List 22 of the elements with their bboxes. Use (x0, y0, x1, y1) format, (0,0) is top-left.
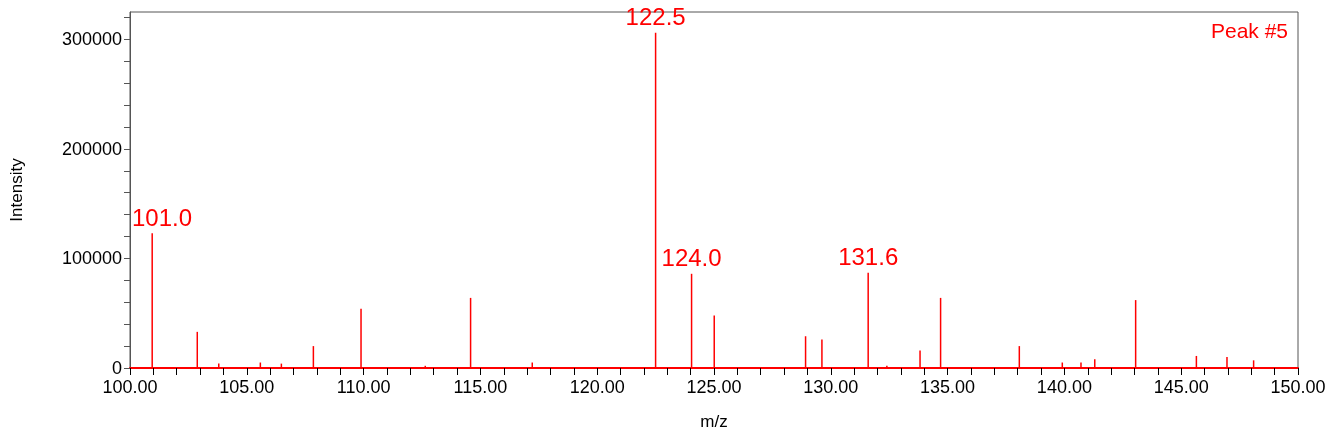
x-tick-label: 120.00 (569, 377, 625, 397)
y-tick-label: 300000 (61, 29, 122, 50)
y-tick-label: 200000 (61, 138, 122, 159)
annotation: 101.0 (132, 203, 193, 231)
annotation: Peak #5 (1210, 19, 1288, 42)
x-tick-label: 105.00 (219, 377, 275, 397)
x-tick-label: 150.00 (1270, 377, 1326, 397)
x-tick-label: 115.00 (453, 377, 508, 397)
annotation: 122.5 (625, 3, 686, 31)
annotation: 124.0 (661, 244, 722, 272)
y-axis-title: Intensity (7, 157, 26, 222)
x-tick-label: 110.00 (336, 377, 391, 397)
x-tick-label: 130.00 (803, 377, 859, 397)
x-tick-label: 125.00 (686, 377, 742, 397)
x-tick-label: 140.00 (1036, 377, 1092, 397)
x-tick-label: 145.00 (1153, 377, 1209, 397)
y-tick-label: 100000 (61, 248, 122, 269)
x-axis-title: m/z (700, 412, 728, 431)
annotation: 131.6 (838, 243, 899, 271)
x-tick-label: 135.00 (920, 377, 976, 397)
x-tick-label: 100.00 (102, 377, 158, 397)
y-tick-label: 0 (111, 358, 122, 378)
